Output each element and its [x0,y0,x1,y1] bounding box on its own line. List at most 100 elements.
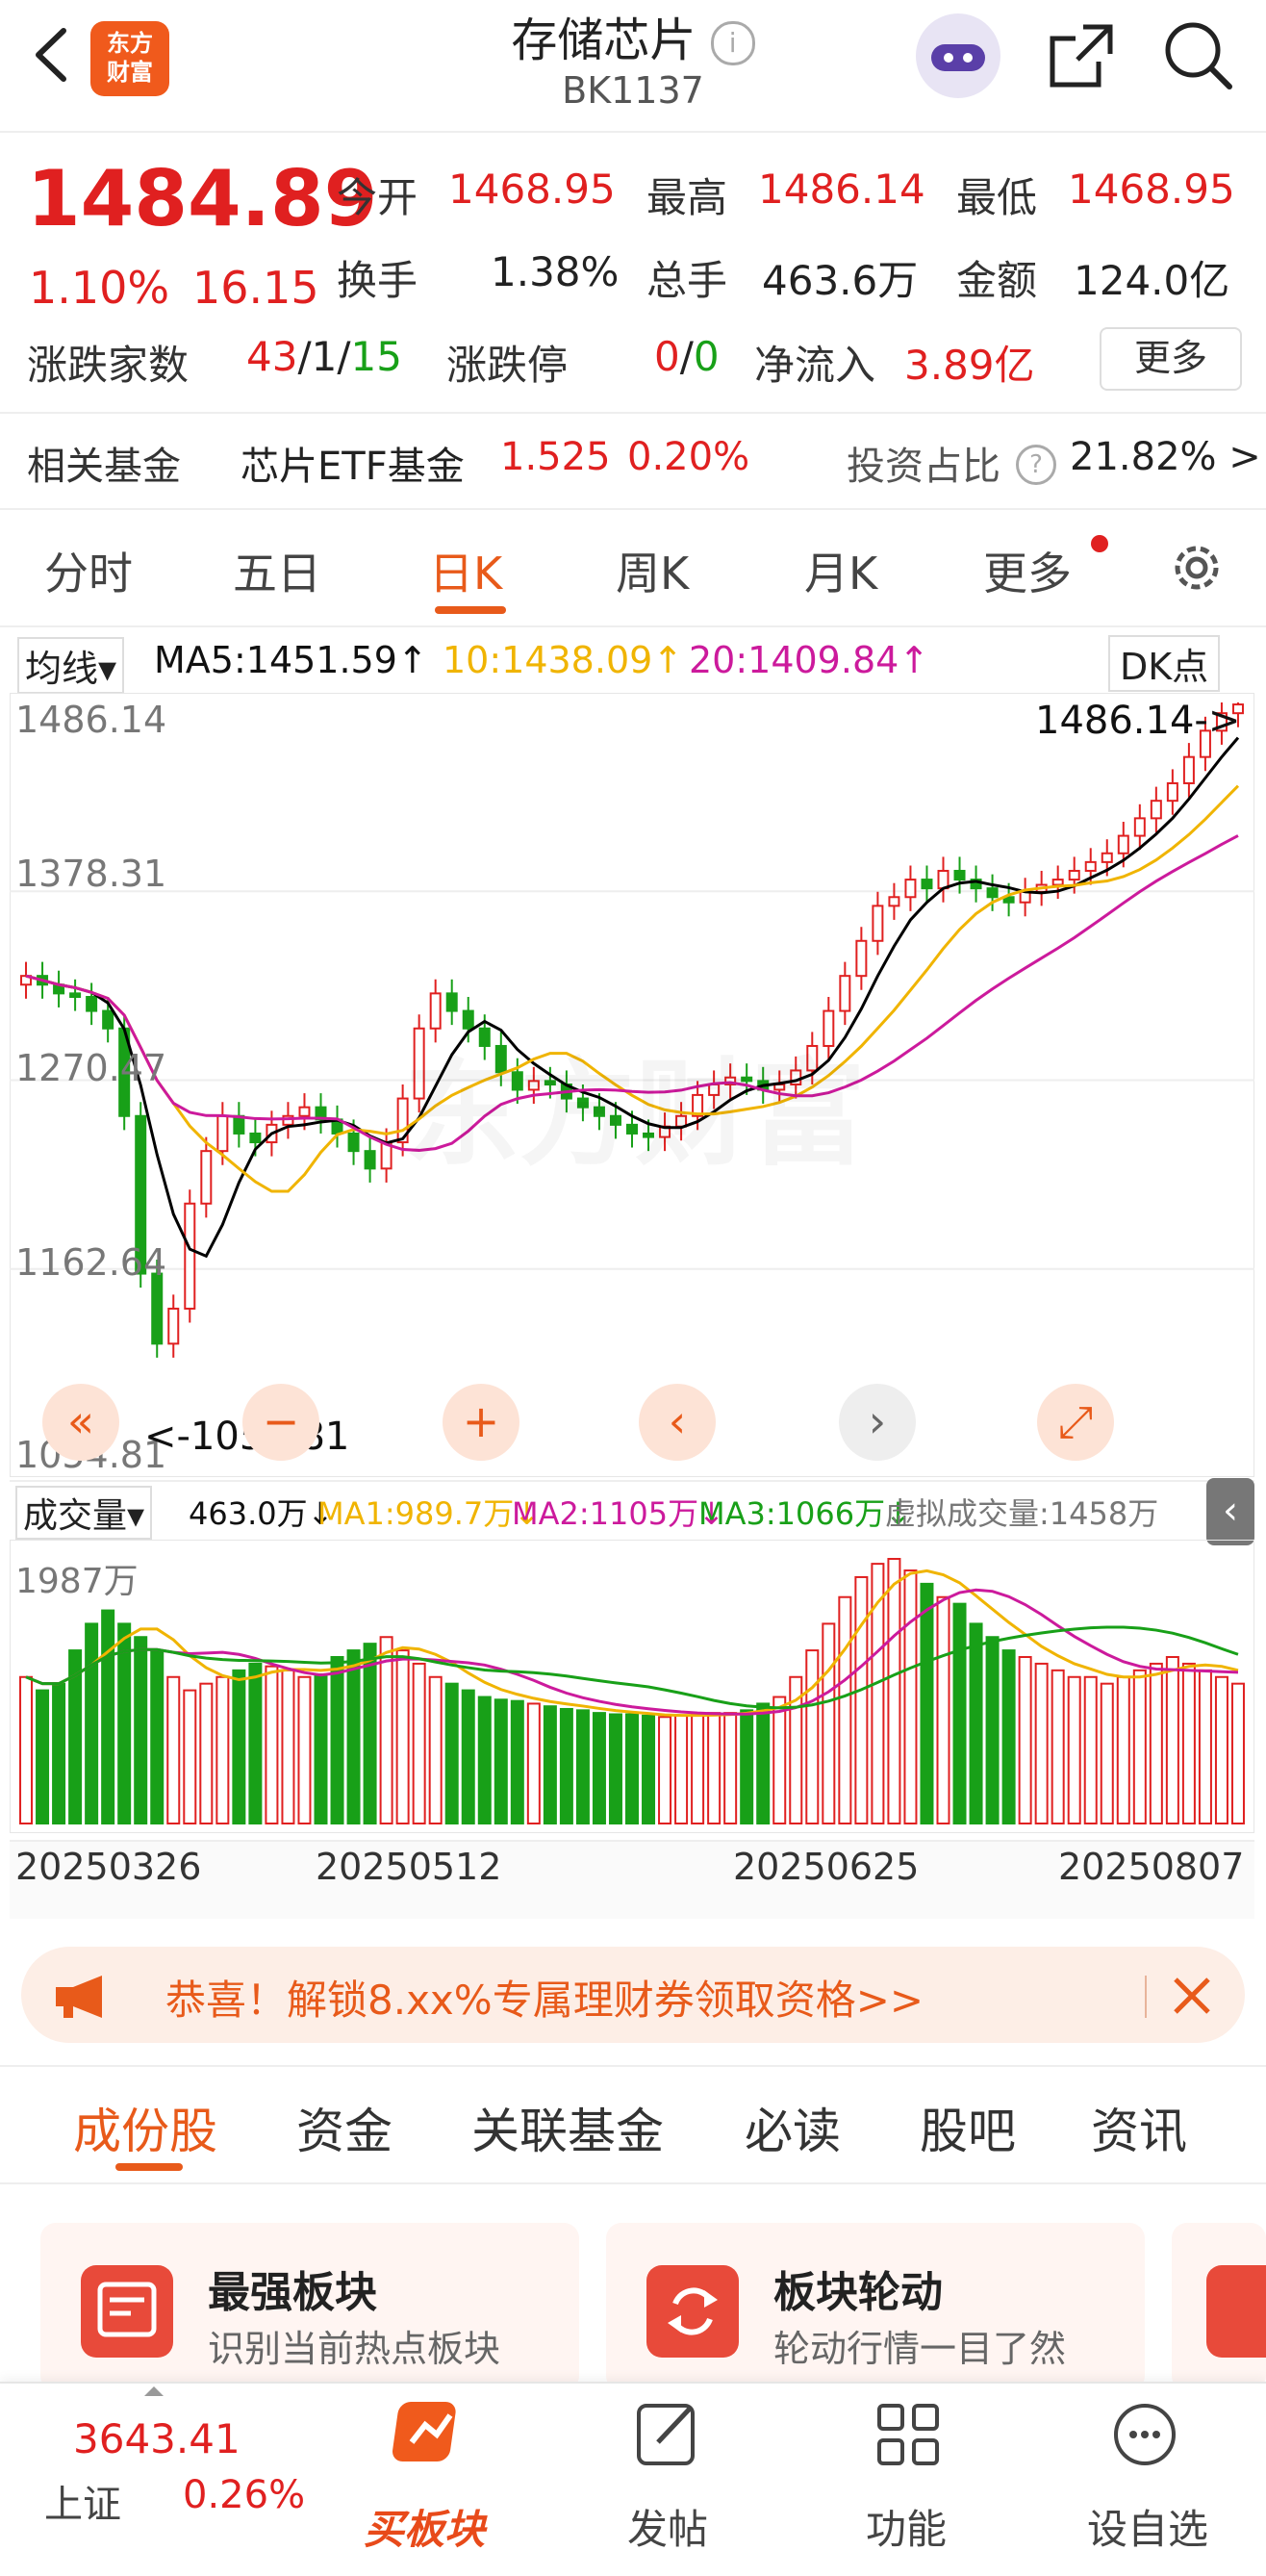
index-value[interactable]: 3643.41 [73,2415,241,2462]
volume-bar [1100,1682,1114,1824]
card-partial[interactable] [1172,2223,1266,2391]
card-strongest-sector[interactable]: 最强板块 识别当前热点板块 [40,2223,579,2391]
share-icon[interactable] [1045,19,1118,92]
candle-body [1215,712,1228,732]
volume-bar [363,1643,377,1825]
fund-ratio-value[interactable]: 21.82% > [1070,435,1261,479]
tab-daily-k[interactable]: 日K [429,548,503,599]
nav-buy-sector[interactable]: 买板块 [364,2506,486,2553]
tab-more[interactable]: 更多 [983,548,1072,599]
help-icon[interactable]: ? [1016,445,1056,485]
volume-bar [265,1665,279,1824]
candle-body [1051,879,1064,886]
nav-function[interactable]: 功能 [866,2506,948,2553]
volume-bar [117,1622,132,1824]
collapse-arrow-icon[interactable] [144,2386,164,2396]
rewind-button[interactable]: « [42,1384,119,1461]
volume-bar [723,1712,738,1825]
fund-price: 1.525 [500,435,611,479]
candle-body [69,992,82,999]
robot-avatar-icon[interactable] [916,13,1000,98]
volume-bar [642,1714,656,1825]
breadth-label: 涨跌家数 [27,342,190,389]
rotation-icon [646,2265,739,2358]
search-icon[interactable] [1160,17,1237,94]
promo-banner[interactable]: 恭喜！解锁8.xx%专属理财券领取资格>> [21,1947,1245,2043]
x-label-3: 20250625 [733,1846,920,1888]
volume-bar [608,1713,622,1824]
quote-more-button[interactable]: 更多 [1100,327,1242,391]
volume-selector[interactable]: 成交量▾ [15,1486,153,1540]
fund-pct: 0.20% [627,435,750,479]
tab-forum[interactable]: 股吧 [920,2104,1016,2159]
app-logo: 东方 财富 [90,21,169,96]
low-value: 1468.95 [1068,166,1235,213]
volume-bar [658,1716,672,1824]
candle-body [478,1027,491,1047]
tab-constituents[interactable]: 成份股 [73,2104,217,2159]
tab-must-read[interactable]: 必读 [745,2104,841,2159]
candle-body [888,896,900,907]
nav-add-watchlist[interactable]: 设自选 [1087,2506,1209,2553]
edit-post-icon[interactable] [629,2396,706,2473]
tab-funds-flow[interactable]: 资金 [296,2104,392,2159]
fullscreen-button[interactable]: ⤢ [1037,1384,1114,1461]
scroll-left-button[interactable]: ‹ [639,1384,716,1461]
volume-bar [314,1672,328,1824]
x-label-2: 20250512 [316,1846,502,1888]
settings-gear-icon[interactable] [1164,535,1229,600]
fund-name[interactable]: 芯片ETF基金 [241,445,465,489]
candle-body [184,1202,196,1310]
candle-body [1002,896,1015,904]
divider [0,412,1266,414]
tab-news[interactable]: 资讯 [1091,2104,1187,2159]
back-icon[interactable] [21,21,79,89]
volume-bar [281,1669,295,1824]
bottom-tab-indicator [115,2163,183,2171]
volume-bar [592,1712,606,1825]
volume-bar [772,1696,787,1824]
volume-bar [297,1675,312,1824]
tab-timeshare[interactable]: 分时 [44,548,133,599]
banner-text: 恭喜！解锁8.xx%专属理财券领取资格>> [165,1977,924,2024]
kline-chart[interactable] [10,693,1254,1477]
y-label-4: 1162.64 [15,1241,167,1284]
vol-ma3-line [25,1625,1239,1710]
card-sector-rotation[interactable]: 板块轮动 轮动行情一目了然 [606,2223,1145,2391]
ma10-line [25,784,1240,1193]
dk-point-button[interactable]: DK点 [1108,635,1221,692]
candle-body [741,1076,753,1083]
zoom-out-button[interactable]: − [242,1384,319,1461]
tab-weekly-k[interactable]: 周K [616,548,690,599]
limit-label: 涨跌停 [446,342,569,389]
volume-bar [183,1689,197,1824]
candle-body [445,992,458,1012]
buy-sector-icon[interactable] [387,2396,469,2473]
zoom-in-button[interactable]: + [443,1384,519,1461]
candle-body [544,1080,556,1086]
vol-ma1-label: MA1:989.7万↓ [317,1495,541,1532]
turnover-value: 1.38% [491,248,620,295]
tab-related-funds[interactable]: 关联基金 [471,2104,664,2159]
tab-monthly-k[interactable]: 月K [804,548,878,599]
change-pct: 1.10% [29,262,170,314]
close-icon[interactable] [1166,1970,1218,2022]
add-watchlist-icon[interactable] [1106,2396,1183,2473]
volume-bar [1083,1675,1098,1824]
ma-selector[interactable]: 均线▾ [17,637,125,694]
nav-post[interactable]: 发帖 [627,2506,709,2553]
candle-body [396,1097,409,1144]
candle-body [429,992,442,1030]
tab-five-day[interactable]: 五日 [233,548,321,599]
candle-body [1182,755,1195,784]
volume-bar [1230,1682,1245,1824]
function-grid-icon[interactable] [870,2396,947,2473]
info-icon[interactable]: i [710,21,755,65]
volume-chart[interactable] [10,1540,1254,1833]
volume-bar [150,1649,165,1824]
scroll-right-button[interactable]: › [839,1384,916,1461]
candle-body [692,1093,704,1117]
volume-bar [1132,1669,1147,1824]
panel-collapse-button[interactable]: ‹ [1206,1478,1254,1545]
high-marker: 1486.14-> [1035,699,1241,743]
